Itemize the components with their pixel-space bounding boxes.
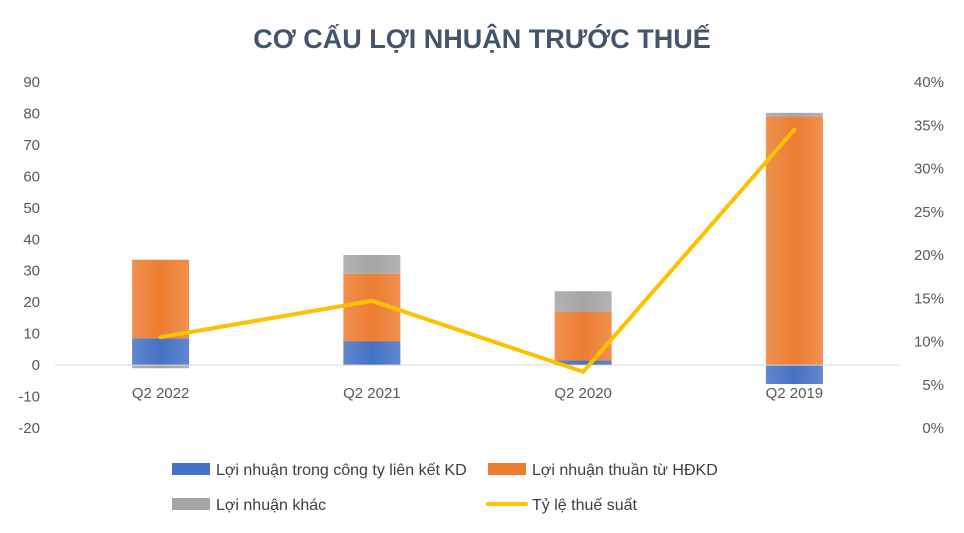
- left-tick-label: 80: [23, 105, 40, 122]
- bar-segment: [554, 291, 612, 312]
- bar-segment: [765, 365, 823, 384]
- left-tick-label: 0: [32, 357, 40, 374]
- bar-segment: [765, 112, 823, 117]
- chart-title: CƠ CẤU LỢI NHUẬN TRƯỚC THUẾ: [253, 23, 710, 54]
- left-tick-label: -20: [18, 420, 40, 437]
- left-tick-label: 90: [23, 74, 40, 91]
- left-axis: -20 -10 0 10 20 30 40 50 60 70 80 90: [18, 74, 40, 437]
- bar-segment: [765, 116, 823, 366]
- category-labels: Q2 2022 Q2 2021 Q2 2020 Q2 2019: [132, 385, 823, 402]
- legend-swatch: [172, 463, 210, 475]
- left-tick-label: 50: [23, 200, 40, 217]
- category-label: Q2 2022: [132, 385, 190, 402]
- tax-rate-line: [158, 127, 797, 374]
- right-tick-label: 30%: [914, 161, 944, 178]
- left-tick-label: 30: [23, 263, 40, 280]
- category-label: Q2 2021: [343, 385, 401, 402]
- legend: Lợi nhuận trong công ty liên kết KD Lợi n…: [172, 462, 718, 514]
- legend-label: Lợi nhuận thuần từ HĐKD: [532, 462, 718, 479]
- legend-swatch: [172, 498, 210, 510]
- legend-label: Lợi nhuận khác: [216, 497, 326, 514]
- right-tick-label: 5%: [922, 377, 944, 394]
- bars-group: [132, 112, 823, 384]
- left-tick-label: 70: [23, 137, 40, 154]
- category-label: Q2 2020: [554, 385, 612, 402]
- bar-segment: [554, 360, 612, 366]
- bar-segment: [132, 338, 190, 366]
- tax-rate-point: [369, 298, 374, 303]
- bar-segment: [554, 311, 612, 361]
- bar-segment: [132, 365, 190, 369]
- right-tick-label: 35%: [914, 117, 944, 134]
- right-tick-label: 25%: [914, 204, 944, 221]
- bar-segment: [132, 259, 190, 339]
- legend-label: Lợi nhuận trong công ty liên kết KD: [216, 462, 467, 479]
- right-tick-label: 20%: [914, 247, 944, 264]
- bar-segment: [343, 255, 401, 274]
- legend-label: Tỷ lệ thuế suất: [532, 497, 638, 514]
- bar-segment: [343, 341, 401, 366]
- category-label: Q2 2019: [766, 385, 824, 402]
- tax-rate-point: [581, 369, 586, 374]
- right-axis: 0% 5% 10% 15% 20% 25% 30% 35% 40%: [914, 74, 944, 437]
- legend-swatch: [488, 463, 526, 475]
- right-tick-label: 0%: [922, 420, 944, 437]
- tax-rate-point: [158, 335, 163, 340]
- left-tick-label: 40: [23, 231, 40, 248]
- left-tick-label: -10: [18, 389, 40, 406]
- left-tick-label: 10: [23, 326, 40, 343]
- right-tick-label: 15%: [914, 290, 944, 307]
- right-tick-label: 40%: [914, 74, 944, 91]
- tax-rate-point: [792, 127, 797, 132]
- right-tick-label: 10%: [914, 334, 944, 351]
- left-tick-label: 60: [23, 168, 40, 185]
- left-tick-label: 20: [23, 294, 40, 311]
- line-series-group: [158, 127, 797, 374]
